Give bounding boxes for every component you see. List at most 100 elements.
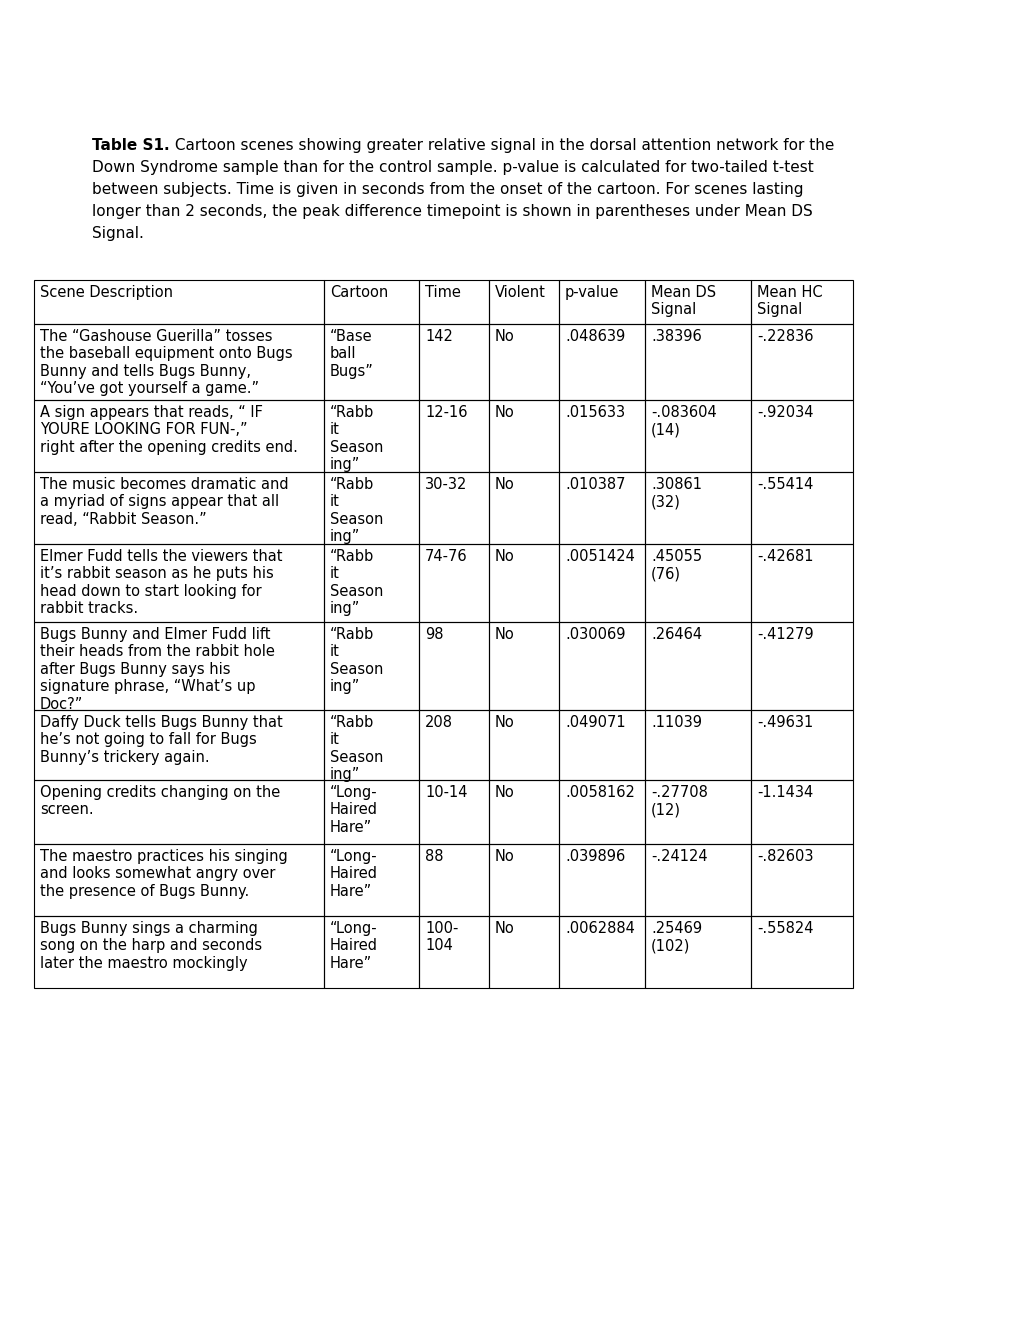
Text: “Rabb
it
Season
ing”: “Rabb it Season ing”: [330, 405, 383, 473]
Text: 30-32: 30-32: [425, 477, 467, 492]
Bar: [644, 544, 750, 622]
Bar: [34, 710, 324, 780]
Text: .11039: .11039: [650, 715, 701, 730]
Text: .039896: .039896: [565, 849, 625, 865]
Text: Time: Time: [425, 285, 461, 300]
Text: No: No: [494, 329, 515, 345]
Bar: [34, 473, 324, 544]
Bar: [488, 323, 558, 400]
Bar: [644, 622, 750, 710]
Text: Table S1.: Table S1.: [92, 139, 169, 153]
Text: .010387: .010387: [565, 477, 625, 492]
Text: 88: 88: [425, 849, 443, 865]
Bar: [488, 280, 558, 323]
Text: Down Syndrome sample than for the control sample. p-value is calculated for two-: Down Syndrome sample than for the contro…: [92, 160, 813, 176]
Text: Scene Description: Scene Description: [40, 285, 173, 300]
Text: No: No: [494, 549, 515, 564]
Bar: [324, 780, 419, 843]
Bar: [34, 323, 324, 400]
Text: .38396: .38396: [650, 329, 701, 345]
Bar: [558, 916, 644, 987]
Text: Signal.: Signal.: [92, 226, 144, 242]
Text: .0051424: .0051424: [565, 549, 634, 564]
Text: No: No: [494, 477, 515, 492]
Text: Violent: Violent: [494, 285, 545, 300]
Bar: [488, 780, 558, 843]
Bar: [34, 280, 324, 323]
Text: 142: 142: [425, 329, 452, 345]
Text: “Rabb
it
Season
ing”: “Rabb it Season ing”: [330, 715, 383, 783]
Bar: [419, 622, 488, 710]
Text: .26464: .26464: [650, 627, 701, 642]
Bar: [644, 400, 750, 473]
Bar: [750, 323, 852, 400]
Bar: [488, 622, 558, 710]
Bar: [419, 843, 488, 916]
Text: The music becomes dramatic and
a myriad of signs appear that all
read, “Rabbit S: The music becomes dramatic and a myriad …: [40, 477, 288, 527]
Bar: [644, 916, 750, 987]
Bar: [324, 323, 419, 400]
Text: .0058162: .0058162: [565, 785, 634, 800]
Bar: [34, 916, 324, 987]
Bar: [34, 544, 324, 622]
Text: “Rabb
it
Season
ing”: “Rabb it Season ing”: [330, 477, 383, 544]
Bar: [324, 473, 419, 544]
Text: The “Gashouse Guerilla” tosses
the baseball equipment onto Bugs
Bunny and tells : The “Gashouse Guerilla” tosses the baseb…: [40, 329, 292, 396]
Text: Mean DS
Signal: Mean DS Signal: [650, 285, 715, 317]
Text: .30861
(32): .30861 (32): [650, 477, 701, 510]
Text: Bugs Bunny and Elmer Fudd lift
their heads from the rabbit hole
after Bugs Bunny: Bugs Bunny and Elmer Fudd lift their hea…: [40, 627, 274, 711]
Bar: [324, 622, 419, 710]
Text: .0062884: .0062884: [565, 921, 634, 936]
Text: No: No: [494, 849, 515, 865]
Text: .049071: .049071: [565, 715, 625, 730]
Text: .25469
(102): .25469 (102): [650, 921, 701, 953]
Text: Cartoon scenes showing greater relative signal in the dorsal attention network f: Cartoon scenes showing greater relative …: [169, 139, 834, 153]
Bar: [419, 323, 488, 400]
Bar: [34, 400, 324, 473]
Bar: [558, 473, 644, 544]
Text: -.22836: -.22836: [756, 329, 813, 345]
Text: 10-14: 10-14: [425, 785, 467, 800]
Bar: [419, 473, 488, 544]
Text: No: No: [494, 785, 515, 800]
Text: .048639: .048639: [565, 329, 625, 345]
Text: No: No: [494, 921, 515, 936]
Text: -.41279: -.41279: [756, 627, 813, 642]
Bar: [324, 400, 419, 473]
Text: 208: 208: [425, 715, 452, 730]
Text: “Rabb
it
Season
ing”: “Rabb it Season ing”: [330, 549, 383, 616]
Bar: [324, 843, 419, 916]
Text: -.49631: -.49631: [756, 715, 812, 730]
Text: No: No: [494, 715, 515, 730]
Bar: [644, 710, 750, 780]
Bar: [419, 280, 488, 323]
Bar: [558, 323, 644, 400]
Bar: [558, 710, 644, 780]
Bar: [488, 710, 558, 780]
Text: “Long-
Haired
Hare”: “Long- Haired Hare”: [330, 785, 378, 834]
Bar: [558, 780, 644, 843]
Bar: [488, 473, 558, 544]
Bar: [558, 280, 644, 323]
Bar: [750, 622, 852, 710]
Text: No: No: [494, 627, 515, 642]
Bar: [558, 400, 644, 473]
Bar: [644, 780, 750, 843]
Text: Cartoon: Cartoon: [330, 285, 388, 300]
Bar: [488, 544, 558, 622]
Text: between subjects. Time is given in seconds from the onset of the cartoon. For sc: between subjects. Time is given in secon…: [92, 182, 803, 197]
Bar: [419, 400, 488, 473]
Text: -.92034: -.92034: [756, 405, 813, 420]
Bar: [750, 780, 852, 843]
Bar: [34, 843, 324, 916]
Bar: [419, 916, 488, 987]
Bar: [488, 843, 558, 916]
Bar: [419, 710, 488, 780]
Bar: [644, 473, 750, 544]
Bar: [419, 780, 488, 843]
Text: “Long-
Haired
Hare”: “Long- Haired Hare”: [330, 849, 378, 899]
Text: .45055
(76): .45055 (76): [650, 549, 701, 581]
Text: “Base
ball
Bugs”: “Base ball Bugs”: [330, 329, 374, 379]
Bar: [34, 622, 324, 710]
Text: A sign appears that reads, “ IF
YOURE LOOKING FOR FUN-,”
right after the opening: A sign appears that reads, “ IF YOURE LO…: [40, 405, 298, 455]
